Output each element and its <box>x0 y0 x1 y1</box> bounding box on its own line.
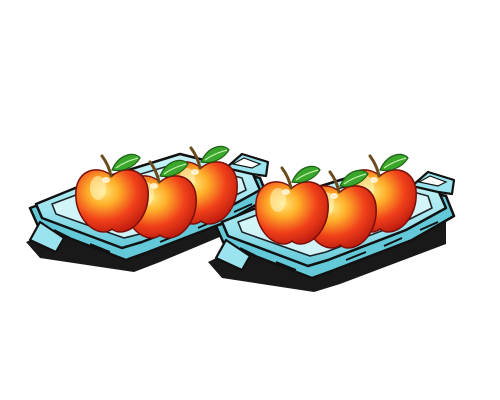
right-tray-group <box>208 152 456 292</box>
left-tray-group <box>26 144 270 272</box>
right-tray-front-apple <box>254 164 330 246</box>
